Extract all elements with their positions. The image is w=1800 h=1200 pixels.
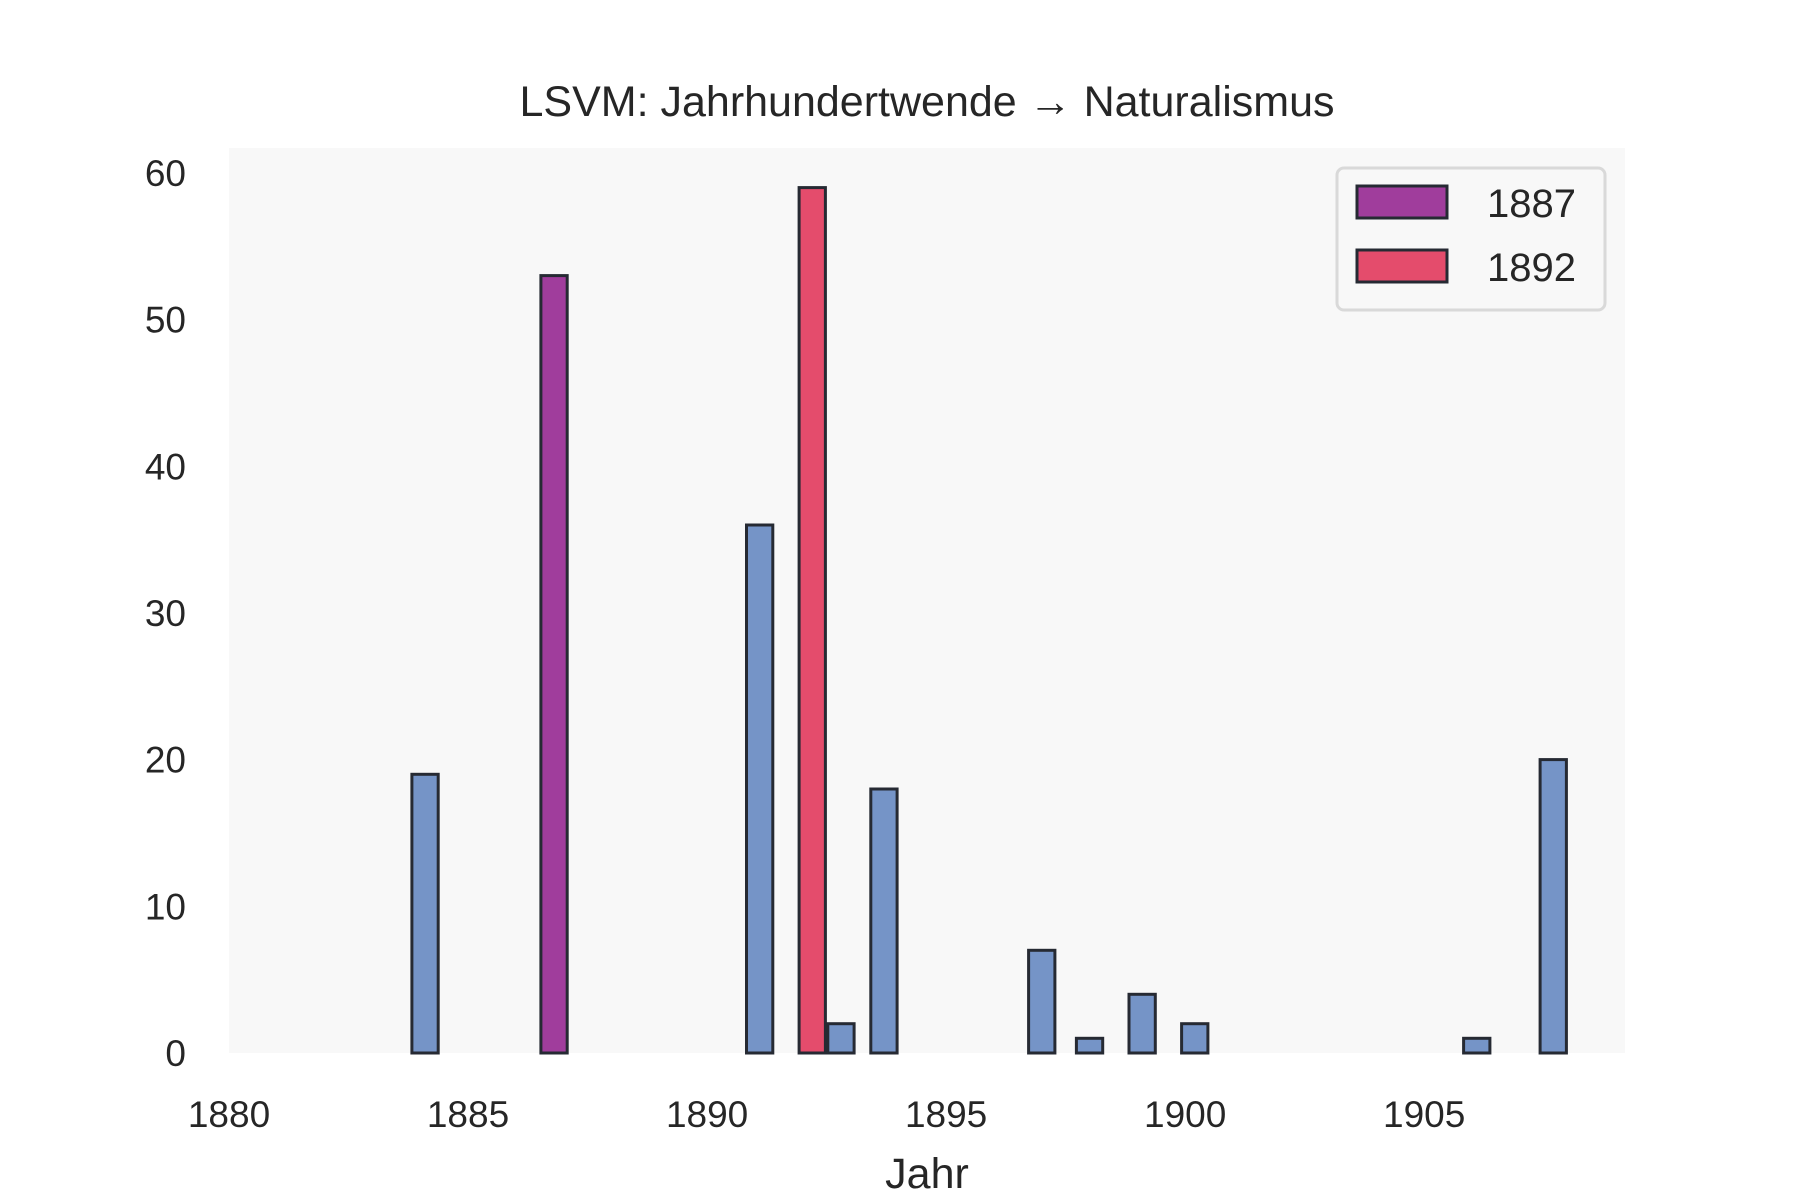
legend: 1887 1892: [1335, 166, 1607, 312]
x-axis-title: Jahr: [885, 1150, 969, 1198]
bar-10: [1462, 1036, 1492, 1055]
legend-swatch-1892: [1355, 248, 1449, 284]
legend-label-1892: 1892: [1487, 246, 1576, 290]
bar-1: [539, 274, 569, 1055]
x-tick-labels: 1880 1885 1890 1895 1900 1905: [188, 1094, 1466, 1135]
bar-9: [1180, 1022, 1210, 1055]
bar-0: [410, 772, 440, 1055]
bar-6: [1027, 948, 1057, 1055]
y-tick-label: 50: [145, 300, 186, 341]
x-tick-label: 1900: [1144, 1094, 1226, 1135]
bar-7: [1074, 1036, 1105, 1055]
bar-5: [869, 787, 899, 1055]
bar-8: [1127, 992, 1157, 1055]
y-tick-label: 40: [145, 446, 186, 487]
bars: [410, 186, 1568, 1055]
legend-label-1887: 1887: [1487, 182, 1576, 226]
bar-3: [797, 186, 827, 1055]
x-tick-label: 1905: [1383, 1094, 1465, 1135]
y-tick-label: 0: [165, 1033, 186, 1074]
x-tick-label: 1890: [666, 1094, 748, 1135]
bar-11: [1538, 758, 1568, 1055]
x-tick-label: 1885: [427, 1094, 509, 1135]
y-tick-label: 10: [145, 886, 186, 927]
bar-4: [826, 1022, 856, 1055]
chart-title: LSVM: Jahrhundertwende → Naturalismus: [520, 78, 1335, 126]
x-tick-label: 1880: [188, 1094, 270, 1135]
y-tick-label: 60: [145, 153, 186, 194]
x-tick-label: 1895: [905, 1094, 987, 1135]
y-tick-labels: 0 10 20 30 40 50 60: [145, 153, 186, 1074]
y-tick-label: 20: [145, 740, 186, 781]
y-tick-label: 30: [145, 593, 186, 634]
bar-2: [745, 523, 775, 1055]
legend-swatch-1887: [1355, 184, 1449, 220]
